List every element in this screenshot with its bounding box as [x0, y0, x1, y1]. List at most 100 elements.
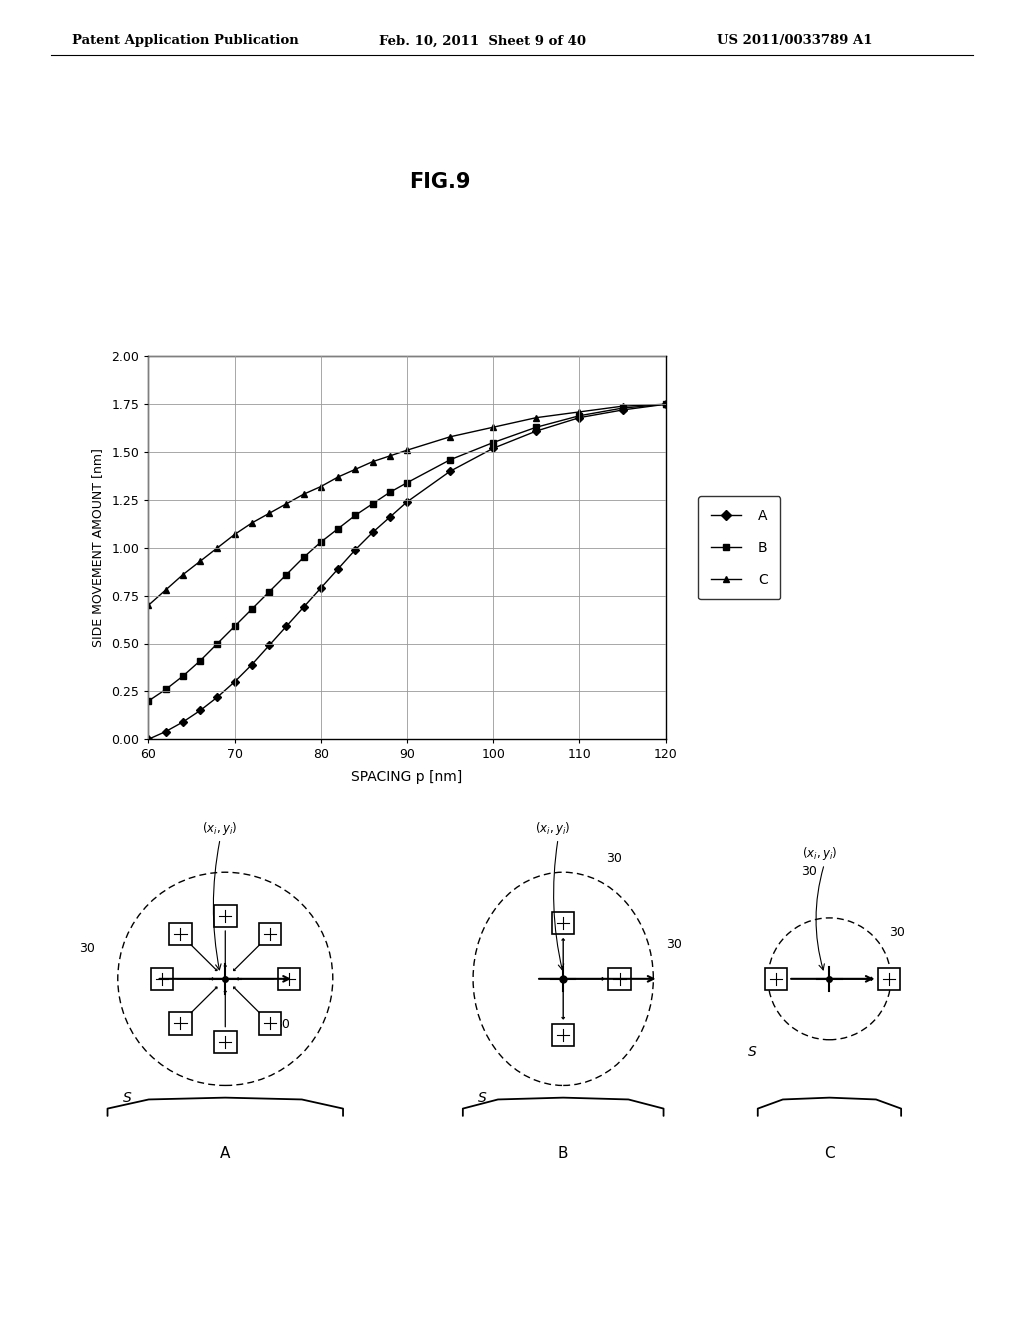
A: [367, 524, 379, 540]
Text: Feb. 10, 2011  Sheet 9 of 40: Feb. 10, 2011 Sheet 9 of 40: [379, 34, 586, 48]
Text: A: A: [220, 1146, 230, 1162]
A: [228, 675, 241, 690]
B: [444, 451, 457, 467]
Bar: [169, 923, 191, 945]
A: [177, 714, 189, 730]
C: [367, 454, 379, 470]
B: [349, 507, 361, 523]
A: [384, 510, 396, 525]
Bar: [552, 912, 574, 935]
Line: B: B: [145, 401, 669, 704]
Text: S: S: [478, 1090, 487, 1105]
A: [314, 579, 327, 595]
A: [332, 561, 344, 577]
C: [228, 527, 241, 543]
B: [297, 549, 309, 565]
B: [400, 475, 413, 491]
B: [228, 618, 241, 634]
B: [332, 520, 344, 536]
A: [211, 689, 223, 705]
Text: $(x_i,y_i)$: $(x_i,y_i)$: [536, 820, 570, 837]
C: [616, 399, 629, 414]
Text: C: C: [824, 1146, 835, 1162]
B: [573, 408, 586, 424]
Bar: [765, 968, 787, 990]
A: [349, 541, 361, 557]
B: [530, 420, 543, 436]
C: [195, 553, 207, 569]
B: [281, 566, 293, 582]
Text: 30: 30: [606, 853, 623, 865]
C: [297, 486, 309, 502]
Line: C: C: [145, 401, 669, 609]
B: [246, 601, 258, 616]
A: [616, 403, 629, 418]
B: [659, 396, 672, 412]
A: [246, 656, 258, 672]
Bar: [259, 1012, 282, 1035]
A: [263, 638, 275, 653]
C: [281, 496, 293, 512]
C: [487, 420, 500, 436]
A: [160, 723, 172, 739]
Text: 30: 30: [79, 942, 95, 954]
Text: Patent Application Publication: Patent Application Publication: [72, 34, 298, 48]
A: [142, 731, 155, 747]
B: [314, 535, 327, 550]
A: [195, 702, 207, 718]
B: [195, 653, 207, 669]
A: [530, 424, 543, 440]
C: [530, 409, 543, 425]
Bar: [608, 968, 631, 990]
B: [367, 496, 379, 512]
B: [177, 668, 189, 684]
C: [384, 447, 396, 463]
A: [281, 618, 293, 634]
Text: 30: 30: [889, 927, 905, 940]
C: [211, 540, 223, 556]
Bar: [169, 1012, 191, 1035]
B: [384, 484, 396, 500]
C: [142, 597, 155, 612]
Bar: [278, 968, 300, 990]
A: [573, 409, 586, 425]
C: [349, 462, 361, 478]
Text: 30: 30: [273, 1018, 290, 1031]
A: [487, 441, 500, 457]
C: [263, 506, 275, 521]
C: [332, 469, 344, 484]
Bar: [151, 968, 173, 990]
A: [444, 463, 457, 479]
C: [246, 515, 258, 531]
A: [297, 599, 309, 615]
B: [211, 636, 223, 652]
Bar: [214, 1031, 237, 1053]
Text: 30: 30: [666, 939, 682, 952]
Text: $(x_i,y_i)$: $(x_i,y_i)$: [203, 820, 238, 837]
Text: FIG.9: FIG.9: [410, 172, 471, 191]
C: [177, 566, 189, 582]
B: [263, 583, 275, 599]
Text: S: S: [748, 1045, 757, 1059]
Bar: [214, 904, 237, 927]
C: [160, 582, 172, 598]
Line: A: A: [145, 401, 669, 742]
Legend: A, B, C: A, B, C: [698, 496, 780, 599]
B: [160, 681, 172, 697]
B: [616, 400, 629, 416]
Y-axis label: SIDE MOVEMENT AMOUNT [nm]: SIDE MOVEMENT AMOUNT [nm]: [91, 449, 104, 647]
A: [400, 494, 413, 510]
Bar: [552, 1023, 574, 1045]
Bar: [259, 923, 282, 945]
B: [487, 434, 500, 450]
C: [400, 442, 413, 458]
B: [142, 693, 155, 709]
Bar: [878, 968, 900, 990]
A: [659, 396, 672, 412]
Text: S: S: [123, 1090, 132, 1105]
C: [444, 429, 457, 445]
C: [314, 479, 327, 495]
C: [659, 396, 672, 412]
X-axis label: SPACING p [nm]: SPACING p [nm]: [351, 770, 463, 784]
Text: $(x_i,y_i)$: $(x_i,y_i)$: [802, 845, 837, 862]
